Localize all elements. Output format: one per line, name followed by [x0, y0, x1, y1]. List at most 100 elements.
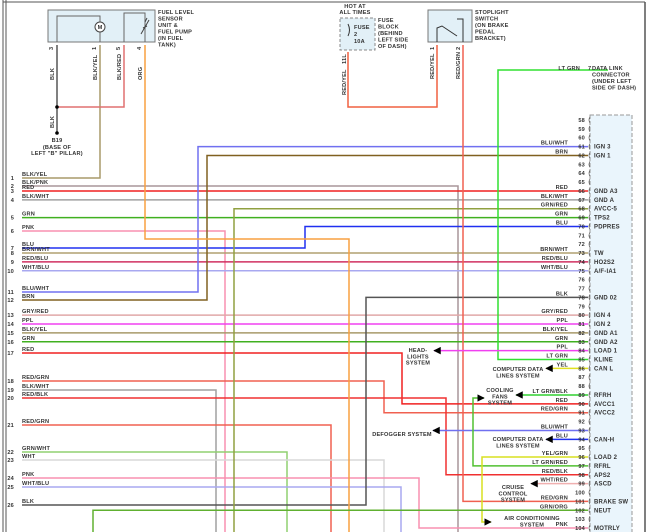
ecm-signal-name: PDPRES [594, 224, 620, 230]
switch-icon [436, 18, 464, 42]
fuel-pump-wire-label: BLK [50, 68, 56, 80]
system-label-computer-data-1: COMPUTER DATA [493, 367, 544, 373]
wire-left-19 [22, 389, 217, 532]
stoplight-label: BRACKET) [475, 36, 506, 42]
ecm-pin-number: 87 [578, 375, 585, 381]
ecm-pin-terminal [588, 329, 591, 337]
ecm-pin-terminal [588, 267, 591, 274]
ecm-pin-number: 80 [578, 313, 585, 319]
ecm-wire-color-label: GRN [555, 336, 568, 342]
ecm-signal-name: CAN-H [594, 437, 614, 443]
ecm-pin-terminal [588, 489, 591, 496]
left-pin-number: 9 [11, 260, 14, 266]
wire-neutral [92, 509, 588, 532]
ecm-signal-name: HO2S2 [594, 260, 615, 266]
left-pin-number: 17 [7, 351, 14, 357]
ecm-wire-color-label: BLU [556, 220, 568, 226]
left-wire-color-label: BLK/WHT [22, 194, 50, 200]
ecm-wire-color-label: LT GRN/RED [532, 460, 568, 466]
ecm-signal-name: GND A [594, 198, 615, 204]
ecm-wire-color-label: RED/BLU [542, 256, 568, 262]
splice-dot [55, 105, 59, 109]
system-label-cooling-fans: FANS [492, 394, 508, 400]
wire-stoplight-red-grn [462, 45, 588, 503]
dlc-label: (UNDER LEFT [592, 79, 632, 85]
ecm-pin-number: 76 [578, 278, 585, 284]
ecm-wire-color-label: LT GRN [546, 353, 568, 359]
left-pin-number: 23 [7, 458, 14, 464]
system-label-headlights: HEAD- [409, 348, 428, 354]
stoplight-switch-box [427, 9, 473, 43]
ecm-pin-number: 58 [578, 118, 585, 124]
system-label-computer-data-2: COMPUTER DATA [493, 437, 544, 443]
fuse-hot-label: ALL TIMES [339, 10, 370, 16]
left-wire-color-label: BLK/WHT [22, 384, 50, 390]
ecm-pin-number: 85 [578, 357, 585, 363]
ecm-pin-terminal [588, 356, 591, 363]
stoplight-pin-number: 1 [430, 47, 436, 50]
left-wire-color-label: BLK [22, 499, 34, 505]
ecm-wire-color-label: RED/GRN [541, 495, 568, 501]
system-label-headlights: SYSTEM [406, 361, 430, 367]
ecm-wire-color-label: GRN/RED [541, 203, 568, 209]
fuel-pump-wire-label: ORG [138, 67, 144, 80]
ecm-pin-number: 97 [578, 464, 585, 470]
ecm-pin-terminal [588, 409, 591, 416]
left-wire-color-label: GRN [22, 336, 35, 342]
left-wire-color-label: GRY/RED [22, 309, 49, 315]
ecm-wire-color-label: PPL [557, 345, 569, 351]
ecm-pin-number: 81 [578, 322, 585, 328]
left-wire-color-label: BLU [22, 242, 34, 248]
wire-left-26 [22, 296, 588, 506]
dlc-wire-label: LT GRN [558, 66, 580, 72]
ecm-signal-name: RFRL [594, 464, 611, 470]
ecm-pin-terminal [588, 436, 591, 443]
fuse-block-label: (BEHIND [378, 31, 403, 37]
wire-left-25 [22, 486, 402, 532]
ecm-pin-terminal [588, 524, 591, 532]
left-wire-color-label: BLK/YEL [22, 327, 48, 333]
ecm-signal-name: RFRH [594, 393, 611, 399]
ecm-pin-number: 60 [578, 136, 585, 142]
left-pin-number: 18 [7, 379, 14, 385]
stoplight-wire-label: RED/GRN [456, 52, 462, 79]
ecm-pin-terminal [588, 214, 591, 221]
left-pin-number: 7 [11, 246, 14, 252]
ecm-pin-terminal [588, 249, 591, 257]
ecm-pin-number: 70 [578, 224, 585, 230]
ecm-pin-number: 98 [578, 473, 585, 479]
ecm-pin-number: 77 [578, 287, 585, 293]
ecm-pin-number: 78 [578, 295, 585, 301]
ecm-pin-number: 86 [578, 366, 585, 372]
ecm-pin-terminal [588, 294, 591, 301]
ecm-pin-number: 91 [578, 411, 585, 417]
ecm-signal-name: LOAD 2 [594, 455, 618, 461]
left-wire-color-label: GRN/WHT [22, 446, 51, 452]
ecm-pin-number: 67 [578, 198, 585, 204]
left-pin-number: 8 [11, 251, 14, 257]
left-wire-color-label: RED/GRN [22, 419, 49, 425]
fuel-pump-wire-label: BLK/YEL [93, 54, 99, 80]
fuse-block-label: FUSE [378, 18, 394, 24]
wire-left-17 [22, 352, 588, 405]
wire-left-7 [22, 225, 588, 249]
ecm-wire-color-label: BLU/WHT [541, 141, 569, 147]
ecm-signal-name: BRAKE SW [594, 499, 628, 505]
wire-left-12 [22, 154, 588, 301]
left-wire-color-label: WHT/BLU [22, 265, 49, 271]
ecm-pin-number: 62 [578, 153, 585, 159]
fuel-pump-label: (IN FUEL [158, 36, 184, 42]
ecm-pin-number: 61 [578, 145, 585, 151]
system-label-cruise-control: CONTROL [498, 491, 527, 497]
left-pin-number: 24 [7, 476, 14, 482]
fuel-pump-label: FUEL PUMP [158, 30, 192, 36]
fuse-block-box [339, 17, 376, 51]
fuse-wire-label: RED/YEL [342, 69, 348, 95]
ecm-wire-color-label: BRN/WHT [540, 247, 568, 253]
ecm-pin-terminal [588, 311, 591, 319]
wire-fuel-pump-org [144, 45, 350, 532]
ecm-pin-terminal [588, 223, 591, 230]
ecm-pin-terminal [588, 471, 591, 478]
left-wire-color-label: RED/GRN [22, 375, 49, 381]
